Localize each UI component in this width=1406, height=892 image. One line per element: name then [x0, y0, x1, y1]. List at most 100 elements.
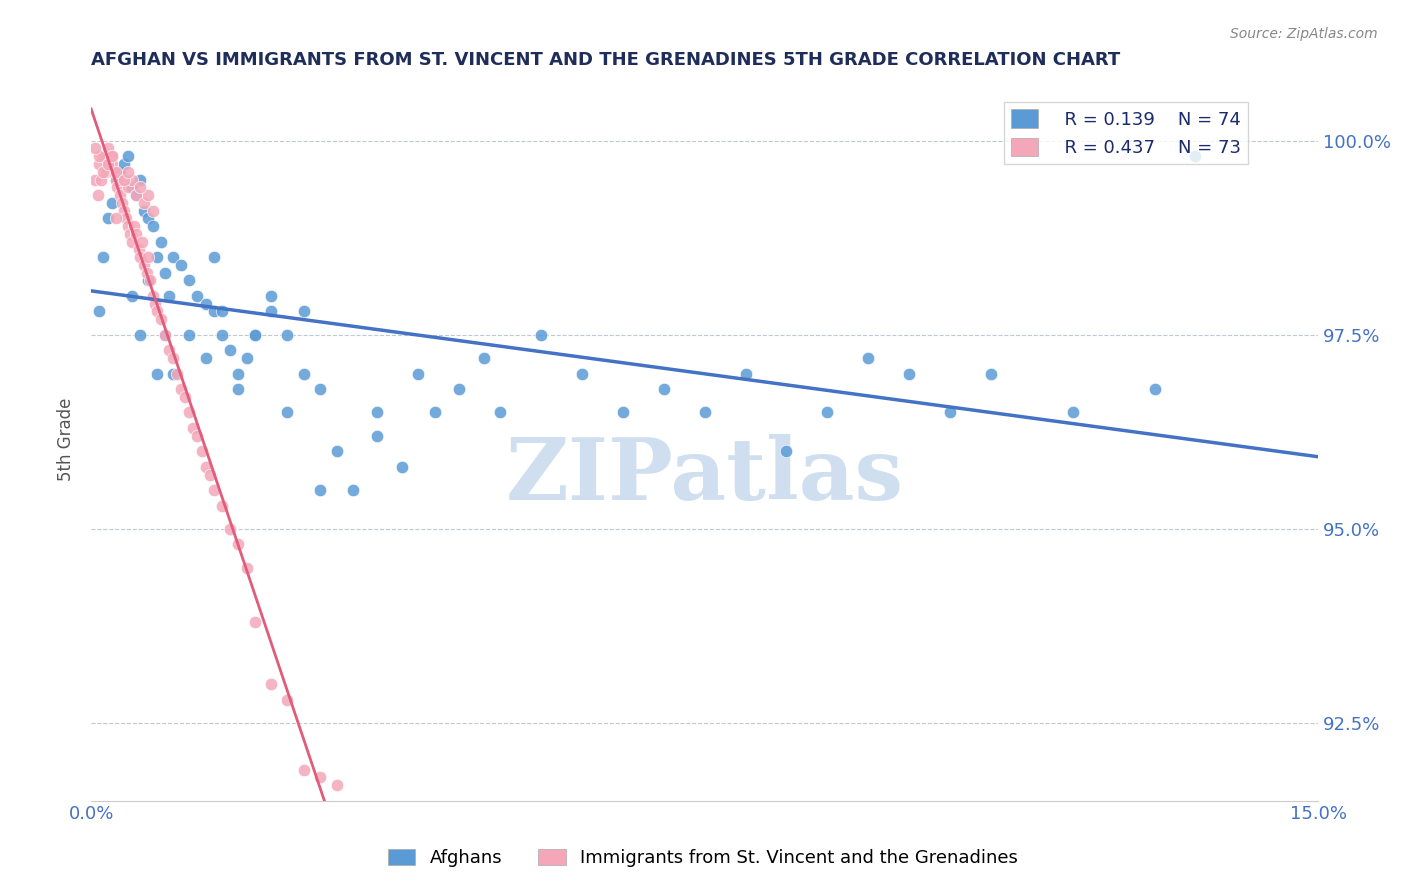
Point — [235, 560, 257, 574]
Point — [121, 172, 143, 186]
Point — [1184, 149, 1206, 163]
Point — [202, 250, 225, 264]
Point — [530, 327, 553, 342]
Point — [145, 250, 167, 264]
Point — [128, 243, 150, 257]
Point — [162, 250, 184, 264]
Point — [139, 273, 162, 287]
Point — [93, 250, 115, 264]
Point — [131, 235, 153, 249]
Point — [276, 405, 298, 419]
Point — [117, 180, 139, 194]
Point — [84, 172, 107, 186]
Point — [898, 367, 921, 381]
Point — [89, 157, 111, 171]
Point — [449, 382, 471, 396]
Point — [325, 778, 347, 792]
Point — [89, 304, 111, 318]
Point — [472, 351, 495, 365]
Point — [125, 188, 148, 202]
Point — [125, 188, 148, 202]
Point — [652, 382, 675, 396]
Point — [143, 296, 166, 310]
Point — [228, 382, 250, 396]
Point — [186, 428, 208, 442]
Point — [309, 483, 332, 497]
Text: AFGHAN VS IMMIGRANTS FROM ST. VINCENT AND THE GRENADINES 5TH GRADE CORRELATION C: AFGHAN VS IMMIGRANTS FROM ST. VINCENT AN… — [91, 51, 1121, 69]
Point — [100, 149, 122, 163]
Point — [391, 459, 413, 474]
Point — [309, 770, 332, 784]
Point — [260, 677, 283, 691]
Point — [276, 327, 298, 342]
Point — [153, 327, 176, 342]
Point — [179, 405, 201, 419]
Point — [309, 382, 332, 396]
Point — [145, 304, 167, 318]
Point — [219, 522, 242, 536]
Point — [292, 367, 315, 381]
Point — [141, 289, 163, 303]
Point — [194, 459, 217, 474]
Legend:   R = 0.139    N = 74,   R = 0.437    N = 73: R = 0.139 N = 74, R = 0.437 N = 73 — [1004, 102, 1247, 164]
Point — [121, 180, 143, 194]
Point — [243, 327, 266, 342]
Point — [408, 367, 430, 381]
Point — [138, 211, 160, 226]
Point — [141, 219, 163, 233]
Point — [157, 289, 180, 303]
Point — [153, 266, 176, 280]
Point — [135, 266, 157, 280]
Point — [939, 405, 962, 419]
Point — [571, 367, 593, 381]
Point — [243, 615, 266, 629]
Point — [775, 444, 797, 458]
Point — [111, 195, 134, 210]
Point — [219, 343, 242, 358]
Point — [190, 444, 212, 458]
Point — [1062, 405, 1084, 419]
Point — [112, 157, 135, 171]
Point — [108, 172, 131, 186]
Point — [103, 165, 125, 179]
Point — [93, 149, 115, 163]
Point — [145, 367, 167, 381]
Point — [153, 327, 176, 342]
Point — [423, 405, 446, 419]
Point — [96, 141, 118, 155]
Point — [105, 180, 128, 194]
Point — [138, 188, 160, 202]
Point — [325, 444, 347, 458]
Point — [366, 405, 388, 419]
Point — [104, 165, 127, 179]
Point — [149, 235, 172, 249]
Point — [108, 188, 131, 202]
Point — [100, 195, 122, 210]
Point — [260, 304, 283, 318]
Point — [94, 165, 117, 179]
Point — [1143, 382, 1166, 396]
Point — [292, 763, 315, 777]
Point — [170, 258, 193, 272]
Point — [198, 467, 221, 482]
Point — [125, 227, 148, 241]
Point — [179, 273, 201, 287]
Point — [194, 296, 217, 310]
Point — [179, 327, 201, 342]
Point — [194, 351, 217, 365]
Point — [117, 165, 139, 179]
Point — [366, 428, 388, 442]
Point — [174, 390, 197, 404]
Point — [141, 203, 163, 218]
Text: ZIPatlas: ZIPatlas — [506, 434, 904, 517]
Point — [114, 211, 136, 226]
Point — [112, 172, 135, 186]
Point — [228, 367, 250, 381]
Point — [96, 157, 118, 171]
Point — [117, 149, 139, 163]
Point — [162, 351, 184, 365]
Point — [134, 195, 156, 210]
Point — [202, 304, 225, 318]
Point — [612, 405, 634, 419]
Point — [211, 304, 233, 318]
